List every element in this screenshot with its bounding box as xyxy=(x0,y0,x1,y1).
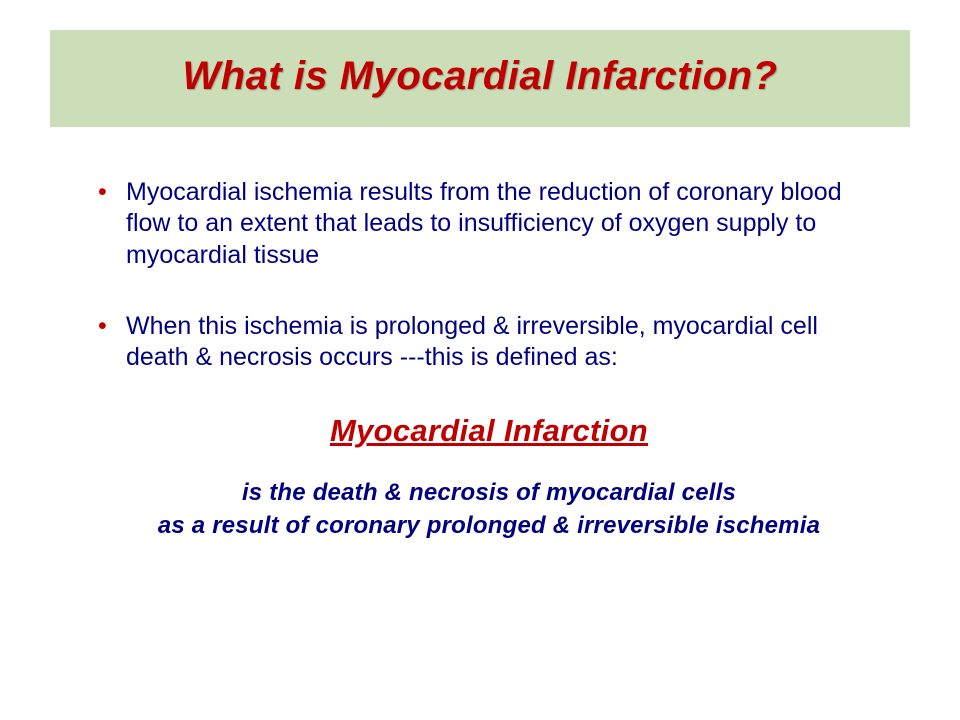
title-band: What is Myocardial Infarction? xyxy=(50,30,910,127)
bullet-text: Myocardial ischemia results from the red… xyxy=(126,178,842,269)
emphasis-heading: Myocardial Infarction xyxy=(98,413,880,449)
bullet-item: Myocardial ischemia results from the red… xyxy=(98,177,880,271)
emphasis-line: is the death & necrosis of myocardial ce… xyxy=(98,477,880,509)
emphasis-block: Myocardial Infarction is the death & nec… xyxy=(98,413,880,542)
bullet-text: When this ischemia is prolonged & irreve… xyxy=(126,312,818,371)
bullet-item: When this ischemia is prolonged & irreve… xyxy=(98,311,880,374)
slide-content: Myocardial ischemia results from the red… xyxy=(50,177,910,542)
emphasis-line: as a result of coronary prolonged & irre… xyxy=(98,510,880,542)
slide-title: What is Myocardial Infarction? xyxy=(70,54,890,99)
presentation-slide: What is Myocardial Infarction? Myocardia… xyxy=(0,0,960,720)
bullet-list: Myocardial ischemia results from the red… xyxy=(98,177,880,373)
